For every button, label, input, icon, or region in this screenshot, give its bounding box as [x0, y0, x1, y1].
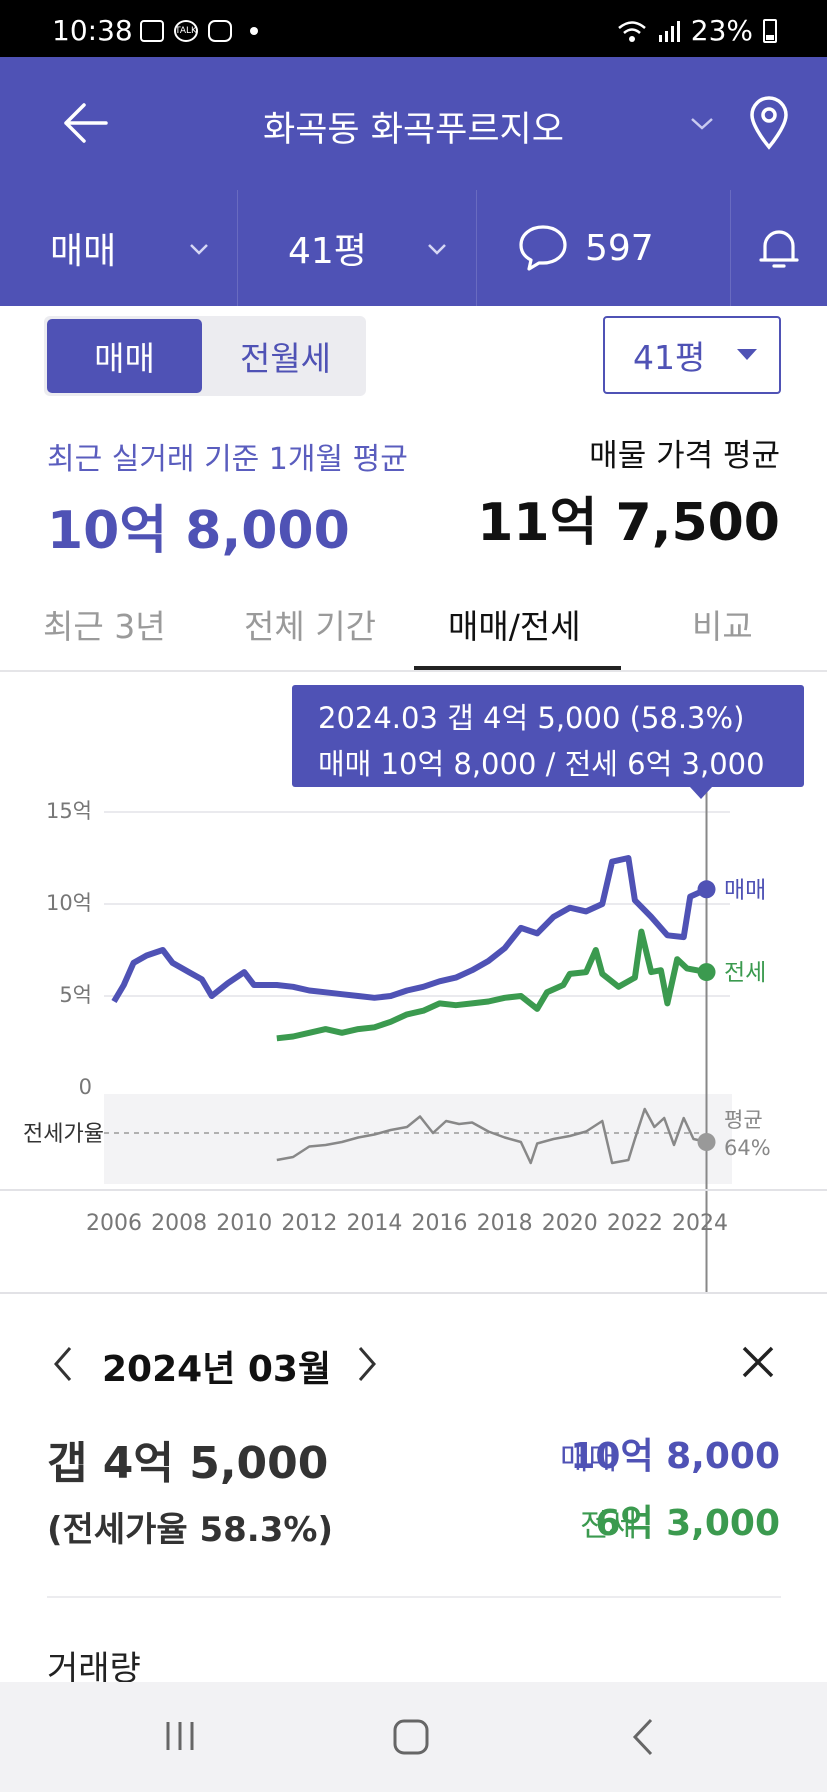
prev-month-icon[interactable]: [48, 1344, 78, 1384]
x-tick-label: 2014: [346, 1211, 402, 1236]
detail-sale-label: 매매: [559, 1441, 617, 1477]
tooltip-pointer: [690, 787, 712, 799]
filter-bar: 매매 41평 597: [0, 190, 827, 306]
trade-type-filter[interactable]: 매매: [0, 190, 237, 306]
system-status: 23%: [617, 14, 777, 47]
jeonse-series-label: 전세: [724, 960, 766, 986]
close-icon[interactable]: [738, 1342, 778, 1382]
recent-avg-label: 최근 실거래 기준 1개월 평균: [47, 442, 408, 477]
ratio-band: [104, 1094, 732, 1184]
chart-tooltip: 2024.03 갭 4억 5,000 (58.3%) 매매 10억 8,000 …: [292, 685, 804, 787]
tooltip-line-2: 매매 10억 8,000 / 전세 6억 3,000: [318, 747, 765, 781]
selected-month: 2024년 03월: [102, 1349, 332, 1390]
jeonse-ratio: (전세가율 58.3%): [47, 1510, 333, 1550]
y-tick-label: 5억: [59, 983, 92, 1007]
tab-all-period[interactable]: 전체 기간: [244, 607, 376, 646]
toggle-rent[interactable]: 전월세: [239, 339, 332, 378]
comments-button[interactable]: 597: [476, 190, 730, 306]
section-divider: [0, 1292, 827, 1294]
sale-marker: [697, 880, 716, 899]
size-select-value: 41평: [633, 338, 706, 377]
trade-type-label: 매매: [50, 231, 117, 272]
gallery-icon: [140, 20, 164, 42]
system-nav-bar: [0, 1682, 827, 1792]
recent-apps-icon[interactable]: [162, 1718, 198, 1754]
tab-compare[interactable]: 비교: [692, 607, 753, 646]
chevron-down-icon: [190, 244, 208, 255]
notification-icons: TALK: [140, 20, 258, 42]
ratio-marker: [697, 1133, 716, 1151]
caret-down-icon: [737, 349, 757, 360]
x-tick-label: 2022: [607, 1211, 663, 1236]
more-notifications-icon: [250, 27, 258, 35]
instagram-icon: [208, 20, 232, 42]
x-tick-label: 2016: [412, 1211, 468, 1236]
back-arrow-icon[interactable]: [58, 97, 110, 149]
series-line-3: [276, 1107, 707, 1165]
period-tabs: 최근 3년 전체 기간 매매/전세 비교: [0, 584, 827, 672]
x-tick-label: 2006: [86, 1211, 142, 1236]
battery-percent: 23%: [690, 14, 753, 47]
home-icon[interactable]: [392, 1718, 430, 1756]
comment-count: 597: [585, 227, 654, 269]
bell-icon: [759, 230, 799, 268]
size-filter-label: 41평: [288, 231, 367, 272]
gap-value: 갭 4억 5,000: [47, 1438, 329, 1489]
status-time: 10:38: [52, 14, 133, 47]
trade-toggle: 매매 전월세: [44, 316, 366, 396]
ratio-avg-label: 평균: [724, 1108, 763, 1132]
chevron-down-icon: [428, 244, 446, 255]
jeonse-marker: [697, 963, 716, 982]
toggle-sale[interactable]: 매매: [47, 319, 202, 393]
ratio-label: 전세가율: [23, 1122, 104, 1147]
kakaotalk-icon: TALK: [174, 20, 198, 42]
y-tick-label: 0: [79, 1075, 92, 1099]
series-line-2: [276, 928, 708, 1042]
listing-avg-label: 매물 가격 평균: [589, 438, 780, 474]
battery-icon: [763, 18, 777, 43]
complex-title[interactable]: 화곡동 화곡푸르지오: [263, 110, 564, 150]
tab-recent-3y[interactable]: 최근 3년: [43, 607, 166, 646]
signal-icon: [658, 20, 680, 42]
tooltip-line-1: 2024.03 갭 4억 5,000 (58.3%): [318, 701, 745, 735]
x-tick-label: 2010: [216, 1211, 272, 1236]
x-tick-label: 2024: [672, 1211, 728, 1236]
size-select[interactable]: 41평: [603, 316, 781, 394]
sale-series-label: 매매: [724, 877, 766, 903]
active-tab-indicator: [414, 666, 621, 670]
notification-button[interactable]: [730, 190, 827, 306]
tab-sale-jeonse[interactable]: 매매/전세: [448, 607, 581, 646]
ratio-avg-value: 64%: [724, 1136, 771, 1160]
back-nav-icon[interactable]: [630, 1716, 656, 1758]
speech-bubble-icon: [519, 225, 567, 271]
app-header: 화곡동 화곡푸르지오: [0, 57, 827, 190]
detail-jeonse-label: 전세: [579, 1508, 637, 1544]
next-month-icon[interactable]: [352, 1344, 382, 1384]
series-line-1: [111, 855, 708, 1004]
x-tick-label: 2018: [477, 1211, 533, 1236]
detail-divider: [47, 1596, 781, 1598]
x-tick-label: 2012: [281, 1211, 337, 1236]
map-pin-icon[interactable]: [744, 95, 794, 151]
status-bar: 10:38 TALK 23%: [0, 0, 827, 57]
recent-avg-value: 10억 8,000: [47, 501, 350, 561]
detail-jeonse-value: 6억 3,000: [595, 1503, 780, 1544]
detail-sale-value: 10억 8,000: [570, 1436, 780, 1477]
listing-avg-value: 11억 7,500: [477, 493, 780, 553]
size-filter[interactable]: 41평: [237, 190, 476, 306]
wifi-icon: [617, 20, 646, 42]
chevron-down-icon[interactable]: [688, 109, 716, 137]
x-tick-label: 2020: [542, 1211, 598, 1236]
y-tick-label: 15억: [46, 799, 92, 823]
x-tick-label: 2008: [151, 1211, 207, 1236]
y-tick-label: 10억: [46, 891, 92, 915]
